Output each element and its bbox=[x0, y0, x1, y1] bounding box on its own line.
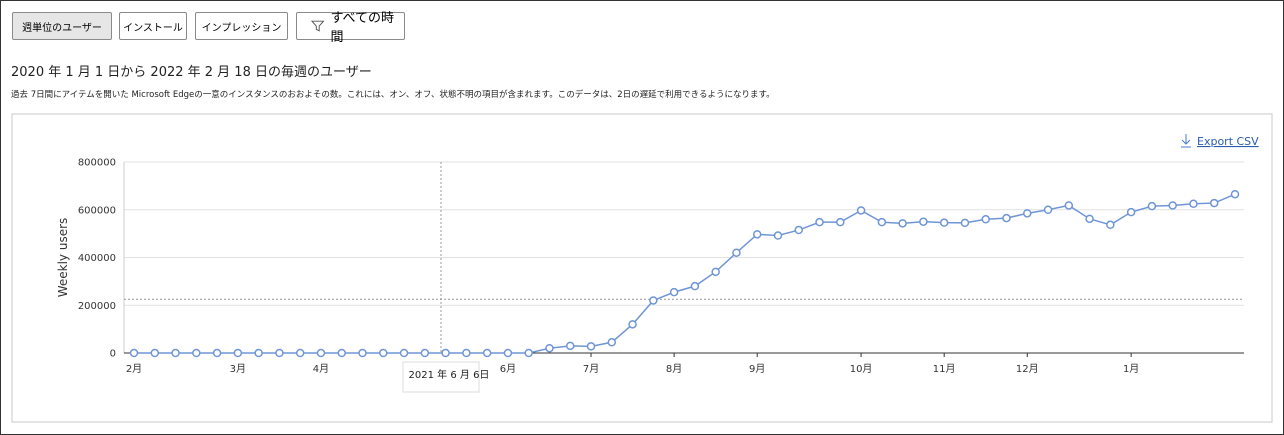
x-tick-label: 12月 bbox=[1016, 363, 1039, 375]
point bbox=[441, 348, 450, 358]
point bbox=[1085, 214, 1094, 224]
point bbox=[1043, 205, 1053, 214]
point bbox=[129, 348, 139, 358]
point bbox=[1106, 220, 1115, 230]
point bbox=[815, 217, 824, 227]
point bbox=[1230, 189, 1240, 199]
point bbox=[732, 248, 741, 257]
tooltip-label: 2021 年 6 月 6日 bbox=[409, 368, 490, 381]
point bbox=[981, 215, 990, 224]
x-tick-label: 3月 bbox=[230, 363, 246, 375]
point bbox=[192, 348, 201, 358]
point bbox=[337, 348, 346, 358]
point bbox=[752, 230, 762, 239]
point bbox=[836, 217, 845, 227]
description: 過去 7日間にアイテムを開いた Microsoft Edgeの一意のインスタンス… bbox=[11, 90, 775, 100]
point bbox=[358, 348, 367, 358]
x-tick-label: 2月 bbox=[126, 363, 142, 375]
point bbox=[254, 348, 263, 358]
y-tick-label: 600000 bbox=[78, 205, 116, 216]
point bbox=[773, 231, 783, 240]
filter-button[interactable]: すべての時間 bbox=[296, 11, 405, 45]
point bbox=[649, 296, 658, 305]
point bbox=[919, 217, 928, 226]
point bbox=[1064, 201, 1074, 210]
point bbox=[628, 320, 637, 329]
x-tick-label: 10月 bbox=[850, 363, 873, 375]
point bbox=[1147, 201, 1157, 211]
filter-icon bbox=[311, 20, 325, 32]
point bbox=[503, 348, 513, 358]
point bbox=[690, 281, 700, 291]
point bbox=[399, 348, 409, 358]
point bbox=[1002, 213, 1011, 223]
point bbox=[233, 348, 243, 358]
point bbox=[877, 217, 887, 227]
point bbox=[295, 348, 305, 358]
point bbox=[898, 219, 907, 228]
y-tick-label: 200000 bbox=[78, 301, 116, 312]
point bbox=[1209, 198, 1219, 208]
point bbox=[482, 348, 492, 358]
point bbox=[1126, 207, 1136, 217]
download-icon bbox=[1181, 134, 1191, 148]
y-tick-label: 800000 bbox=[78, 158, 116, 169]
x-tick-label: 6月 bbox=[500, 363, 516, 375]
point bbox=[316, 348, 326, 358]
point bbox=[524, 348, 533, 358]
point bbox=[1168, 201, 1177, 210]
tooltip: 2021 年 6 月 6日 bbox=[402, 361, 490, 393]
point bbox=[939, 218, 949, 227]
y-tick-label: 400000 bbox=[78, 253, 116, 264]
line bbox=[134, 193, 1236, 354]
point bbox=[960, 218, 970, 228]
point bbox=[586, 342, 596, 351]
point bbox=[794, 225, 804, 235]
x-tick-label: 11月 bbox=[933, 363, 956, 375]
point bbox=[420, 348, 430, 358]
y-axis-label: Weekly users bbox=[56, 218, 70, 298]
x-tick-label: 7月 bbox=[583, 363, 599, 375]
point bbox=[150, 348, 160, 358]
y-tick-label: 0 bbox=[110, 349, 116, 360]
heading: 2020 年 1 月 1 日から 2022 年 2 月 18 日の毎週のユーザー bbox=[11, 65, 372, 80]
point bbox=[1023, 209, 1032, 218]
point bbox=[545, 343, 554, 353]
point bbox=[212, 348, 222, 358]
x-tick-label: 8月 bbox=[666, 363, 682, 375]
tab-button[interactable]: インストール bbox=[119, 12, 187, 40]
tooltip-box bbox=[402, 361, 480, 393]
tab-button[interactable]: インプレッション bbox=[195, 12, 288, 40]
point bbox=[711, 267, 720, 277]
x-tick-label: 4月 bbox=[313, 363, 329, 375]
filter-label: すべての時間 bbox=[330, 11, 395, 45]
export-csv[interactable]: Export CSV bbox=[1197, 135, 1259, 148]
point bbox=[1189, 199, 1198, 209]
x-tick-label: 1月 bbox=[1123, 363, 1139, 375]
point bbox=[669, 287, 679, 297]
point bbox=[856, 206, 866, 215]
point bbox=[462, 348, 471, 358]
chart-panel bbox=[11, 113, 1273, 423]
tab-button[interactable]: 週単位のユーザー bbox=[12, 12, 112, 40]
point bbox=[171, 348, 180, 358]
export-link[interactable]: Export CSV bbox=[1181, 134, 1259, 148]
x-tick-label: 9月 bbox=[749, 363, 765, 375]
point bbox=[607, 338, 617, 347]
point bbox=[565, 341, 575, 351]
point bbox=[379, 348, 388, 358]
point bbox=[275, 348, 284, 358]
